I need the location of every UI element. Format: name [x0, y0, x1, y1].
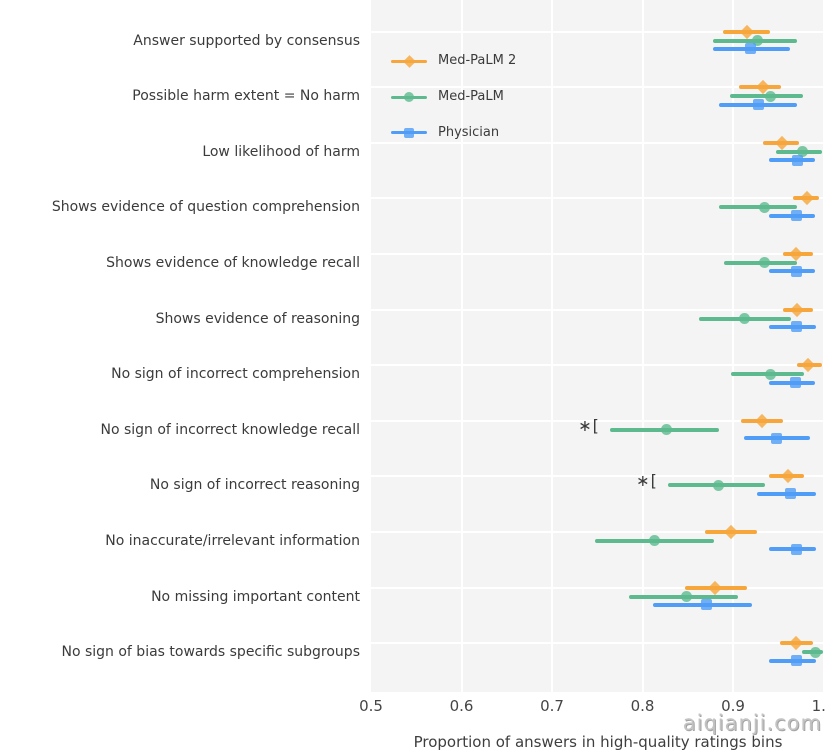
point-marker-square: [790, 321, 802, 333]
point-marker-circle: [648, 535, 660, 547]
x-tick-label: 0.9: [721, 697, 745, 715]
ci-line-med-palm: [718, 205, 798, 210]
significance-annotation: ∗[: [636, 471, 658, 491]
point-marker-circle: [764, 368, 776, 380]
legend-marker-square: [404, 127, 414, 138]
grid-line-horizontal: [371, 197, 825, 200]
category-label: No inaccurate/irrelevant information: [105, 532, 360, 549]
x-tick-label: 0.6: [449, 697, 474, 715]
point-marker-circle: [751, 35, 763, 46]
grid-line-horizontal: [371, 141, 825, 144]
point-marker-circle: [809, 646, 821, 658]
category-label: Low likelihood of harm: [202, 143, 360, 160]
grid-line-horizontal: [371, 364, 825, 367]
grid-line-horizontal: [371, 475, 825, 478]
point-marker-square: [791, 154, 803, 166]
grid-line-vertical: [641, 0, 644, 692]
legend-marker-circle: [404, 92, 414, 102]
point-marker-circle: [759, 201, 771, 213]
x-tick-label: 0.7: [540, 697, 564, 715]
category-label: No sign of incorrect comprehension: [111, 366, 360, 383]
category-label: Shows evidence of reasoning: [155, 310, 360, 327]
grid-line-vertical: [822, 0, 825, 692]
grid-line-vertical: [732, 0, 734, 692]
grid-line-vertical: [460, 0, 463, 692]
category-label: No sign of incorrect knowledge recall: [100, 421, 360, 438]
category-label: Possible harm extent = No harm: [132, 88, 360, 105]
point-marker-circle: [681, 591, 693, 602]
legend-label: Physician: [438, 124, 500, 140]
point-marker-circle: [739, 313, 751, 324]
category-label: Shows evidence of knowledge recall: [106, 254, 360, 271]
grid-line-horizontal: [371, 586, 825, 589]
grid-line-horizontal: [371, 419, 825, 422]
grid-line-horizontal: [371, 252, 825, 255]
point-marker-circle: [759, 257, 771, 269]
point-marker-square: [752, 99, 764, 110]
x-tick-label: 1.0: [811, 697, 825, 715]
category-label: No sign of incorrect reasoning: [149, 477, 360, 494]
grid-line-horizontal: [371, 308, 825, 311]
plot-area: [371, 0, 825, 692]
point-marker-square: [701, 599, 713, 611]
x-tick-label: 0.8: [630, 697, 655, 715]
point-marker-circle: [764, 90, 776, 102]
category-label: Answer supported by consensus: [133, 32, 360, 49]
category-label: No missing important content: [151, 588, 360, 605]
point-marker-square: [790, 655, 802, 666]
point-marker-square: [744, 43, 756, 55]
grid-line-horizontal: [371, 30, 825, 33]
x-tick-label: 0.5: [359, 697, 383, 715]
point-marker-square: [784, 488, 796, 500]
grid-line-horizontal: [371, 642, 825, 645]
grid-line-horizontal: [371, 530, 825, 533]
point-marker-square: [790, 543, 802, 555]
point-marker-square: [790, 265, 802, 277]
category-label: No sign of bias towards specific subgrou…: [61, 644, 360, 661]
x-axis-title: Proportion of answers in high-quality ra…: [413, 733, 783, 751]
point-marker-square: [770, 432, 782, 444]
point-marker-circle: [661, 424, 673, 436]
legend-label: Med-PaLM: [438, 89, 504, 104]
legend-label: Med-PaLM 2: [438, 53, 517, 68]
point-marker-circle: [797, 146, 809, 158]
point-marker-square: [789, 377, 801, 388]
grid-line-vertical: [551, 0, 553, 692]
watermark: aiqianji.com: [682, 711, 822, 735]
grid-line-horizontal: [371, 86, 825, 89]
point-marker-circle: [713, 479, 725, 491]
category-label: Shows evidence of question comprehension: [51, 199, 360, 216]
point-marker-square: [790, 210, 802, 222]
significance-annotation: ∗[: [578, 415, 600, 435]
